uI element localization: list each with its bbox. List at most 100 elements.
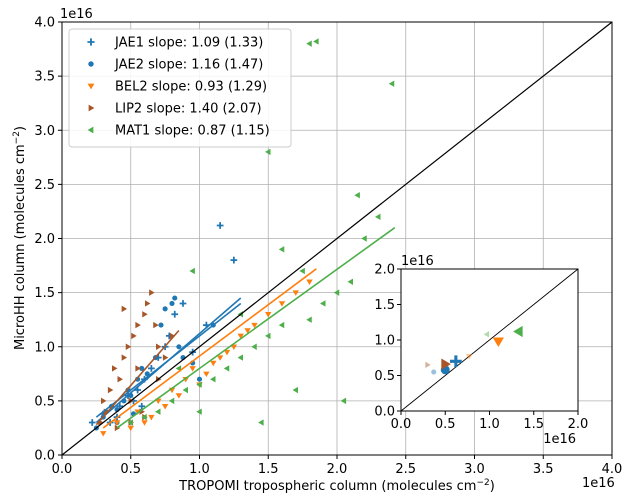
data-point xyxy=(134,386,141,394)
fit-line-series-3 xyxy=(95,329,180,426)
inset-y-tick-label: 2.0 xyxy=(374,263,395,278)
x-tick-label: 0.0 xyxy=(52,462,73,477)
y-tick-label: 2.0 xyxy=(34,232,55,247)
data-point xyxy=(244,328,251,334)
x-axis-label-text: TROPOMI tropospheric column (molecules c… xyxy=(178,479,476,494)
inset-point xyxy=(465,354,473,360)
main-y-offset-text: 1e16 xyxy=(60,7,93,22)
data-point xyxy=(203,371,210,378)
y-tick-label: 0.0 xyxy=(34,449,55,464)
data-point xyxy=(251,343,257,350)
data-point xyxy=(99,410,107,418)
data-point xyxy=(139,365,145,371)
legend-entry: LIP2 slope: 1.40 (2.07) xyxy=(115,102,262,117)
y-tick-label: 4.0 xyxy=(34,16,55,31)
data-point xyxy=(306,40,312,47)
data-point xyxy=(306,279,313,285)
data-point xyxy=(210,376,216,383)
data-point xyxy=(112,365,118,372)
data-point xyxy=(237,354,243,361)
data-point xyxy=(149,289,155,296)
data-point xyxy=(354,192,360,199)
x-tick-label: 4.0 xyxy=(602,462,623,477)
y-axis-label-close: ) xyxy=(13,126,28,131)
legend: JAE1 slope: 1.09 (1.33) JAE2 slope: 1.16 … xyxy=(68,28,292,148)
data-point xyxy=(125,343,132,350)
x-axis-label: TROPOMI tropospheric column (molecules c… xyxy=(178,478,495,494)
inset-y-tick-label: 1.0 xyxy=(374,334,395,349)
y-tick-label: 3.5 xyxy=(34,70,55,85)
data-point xyxy=(176,344,182,350)
data-point xyxy=(306,316,312,323)
data-point xyxy=(237,333,244,340)
fit-line-series-1 xyxy=(95,297,242,424)
data-point xyxy=(189,366,196,372)
data-point xyxy=(179,300,187,307)
series-4-points xyxy=(127,38,395,426)
data-point xyxy=(169,300,175,307)
data-point xyxy=(113,420,121,426)
x-tick-label: 3.0 xyxy=(464,462,485,477)
inset-point xyxy=(441,358,451,370)
x-tick-label: 1.0 xyxy=(189,462,210,477)
data-point xyxy=(340,397,347,405)
x-tick-label: 1.5 xyxy=(258,462,279,477)
inset-x-tick-label: 0.5 xyxy=(435,417,456,432)
x-axis-label-close: ) xyxy=(490,479,495,494)
y-tick-label: 3.0 xyxy=(34,124,55,139)
data-point xyxy=(107,386,114,394)
data-point xyxy=(135,365,141,372)
data-point xyxy=(388,80,395,87)
data-point xyxy=(101,397,107,405)
data-point xyxy=(169,332,176,340)
data-point xyxy=(223,365,230,372)
inset-x-tick-label: 2.0 xyxy=(568,417,589,432)
legend-box xyxy=(68,28,292,148)
data-point xyxy=(216,222,224,229)
y-axis-label: MicroHH column (molecules cm−2) xyxy=(12,126,28,350)
data-point xyxy=(292,386,298,394)
data-point xyxy=(230,256,238,264)
data-point xyxy=(182,376,189,383)
inset-point xyxy=(492,337,504,348)
legend-entry: MAT1 slope: 0.87 (1.15) xyxy=(115,124,270,139)
data-point xyxy=(171,310,179,318)
main-x-offset-text: 1e16 xyxy=(582,476,615,491)
inset-x-tick-label: 1.5 xyxy=(523,417,544,432)
data-point xyxy=(117,376,123,383)
inset-y-offset-text: 1e16 xyxy=(401,254,434,269)
data-point xyxy=(265,312,272,318)
y-tick-label: 2.5 xyxy=(34,178,55,193)
legend-marker xyxy=(88,61,94,67)
legend-marker xyxy=(87,38,95,46)
data-point xyxy=(189,267,195,275)
data-point xyxy=(196,376,203,382)
legend-marker xyxy=(87,126,94,134)
data-point xyxy=(299,267,305,275)
data-point xyxy=(265,332,271,340)
inset-y-tick-label: 0.5 xyxy=(374,369,395,384)
data-point xyxy=(292,290,299,296)
data-point xyxy=(223,349,231,356)
series-1-points xyxy=(93,295,216,431)
inset-y-tick-label: 1.5 xyxy=(374,298,395,313)
data-point xyxy=(116,402,124,410)
data-point xyxy=(135,321,141,329)
inset-one-to-one-line xyxy=(400,268,579,412)
one-to-one-line xyxy=(61,21,613,456)
legend-entry: BEL2 slope: 0.93 (1.29) xyxy=(115,80,267,95)
legend-marker xyxy=(87,83,95,90)
inset-point xyxy=(449,355,462,368)
data-point xyxy=(210,360,217,367)
data-point xyxy=(278,321,285,329)
data-point xyxy=(138,402,146,410)
y-axis-label-exponent: −2 xyxy=(12,131,22,144)
data-point xyxy=(175,393,183,399)
data-point xyxy=(121,305,128,313)
data-point xyxy=(162,306,168,312)
x-tick-label: 0.5 xyxy=(120,462,141,477)
data-point xyxy=(375,213,381,221)
data-point xyxy=(158,322,164,328)
data-point xyxy=(121,354,128,361)
